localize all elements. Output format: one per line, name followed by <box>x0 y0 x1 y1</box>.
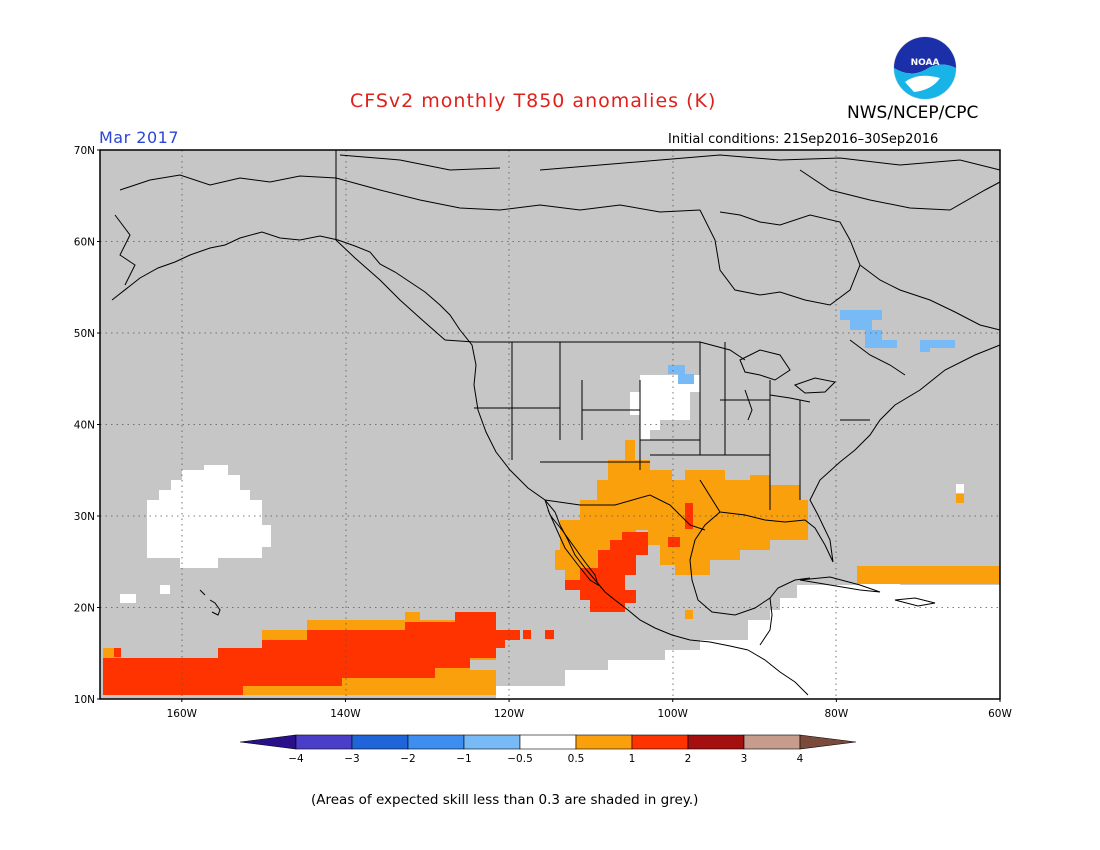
latitude-tick-label: 50N <box>74 328 95 340</box>
map-title: CFSv2 monthly T850 anomalies (K) <box>350 90 717 112</box>
colorbar-swatch <box>631 734 689 750</box>
colorbar-swatch <box>351 734 409 750</box>
colorbar-swatch <box>687 734 745 750</box>
alaska-border <box>335 150 446 341</box>
region-labrador-cool <box>920 340 955 352</box>
colorbar-tick-label: 0.5 <box>568 753 585 765</box>
baffin-island <box>799 169 1001 211</box>
colorbar-tick-label: −4 <box>288 753 304 765</box>
longitude-labels: 160W 140W 120W 100W 80W 60W <box>167 699 1012 720</box>
anomaly-cool <box>668 310 955 384</box>
latitude-labels: 70N 60N 50N 40N 30N 20N 10N <box>74 145 100 706</box>
baja-california <box>544 499 599 587</box>
anomaly-neutral-areas <box>120 375 1000 699</box>
region-pacific-itcz-warm <box>103 612 520 695</box>
latitude-tick-label: 40N <box>74 420 95 432</box>
colorbar-swatch <box>575 734 633 750</box>
region-quebec-cool <box>840 310 897 348</box>
skill-footnote: (Areas of expected skill less than 0.3 a… <box>311 792 699 808</box>
latitude-tick-label: 70N <box>74 145 95 157</box>
great-lakes <box>739 349 837 421</box>
region-small-red-patch-2 <box>545 630 554 639</box>
colorbar-swatch <box>463 734 521 750</box>
region-atlantic-warm-strip <box>857 566 1000 584</box>
valid-month-label: Mar 2017 <box>99 128 179 147</box>
hawaii <box>199 589 221 616</box>
region-northwest-mexico-warm <box>565 532 648 612</box>
longitude-tick-label: 60W <box>988 708 1012 720</box>
longitude-tick-label: 100W <box>658 708 689 720</box>
hudson-bay <box>699 209 861 306</box>
longitude-tick-label: 160W <box>167 708 198 720</box>
canada-us-border <box>444 339 906 376</box>
coastlines <box>111 150 1001 696</box>
hispaniola <box>894 597 936 607</box>
colorbar-swatch <box>295 734 353 750</box>
region-small-warm-patch <box>685 610 693 619</box>
colorbar-swatch <box>743 734 801 750</box>
colorbar-tick-label: 1 <box>629 753 636 765</box>
region-small-warm-patch-2 <box>956 494 964 503</box>
gulf-of-mexico-coast <box>719 344 1001 563</box>
region-small-pacific-patch-2 <box>160 585 170 594</box>
colorbar-tick-label: 3 <box>741 753 748 765</box>
region-small-red-patch <box>523 630 531 639</box>
colorbar-tick-label: 2 <box>685 753 692 765</box>
arctic-islands <box>339 154 1001 171</box>
alaska-coast <box>111 231 461 331</box>
mexico-us-border <box>544 494 706 531</box>
region-small-atlantic-patch <box>956 484 964 493</box>
texas-mexico-gulf-coast <box>689 511 811 616</box>
colorbar-tick-label: −0.5 <box>507 753 533 765</box>
colorbar-tick-label: −3 <box>344 753 359 765</box>
initial-conditions-label: Initial conditions: 21Sep2016–30Sep2016 <box>668 132 939 147</box>
latitude-tick-label: 10N <box>74 694 95 706</box>
colorbar-max-triangle <box>799 734 857 750</box>
region-northern-plains-cool <box>668 365 694 384</box>
latitude-tick-label: 20N <box>74 603 95 615</box>
region-small-pacific-patch <box>120 594 136 603</box>
colorbar: −4 −3 −2 −1 −0.5 0.5 1 2 3 4 <box>239 734 857 765</box>
graticule-lines <box>100 150 1000 699</box>
west-coast-us <box>459 329 749 651</box>
anomaly-warm-1-to-2 <box>103 503 693 695</box>
longitude-tick-label: 140W <box>330 708 361 720</box>
region-gulf-red-patch <box>668 537 680 547</box>
colorbar-min-triangle <box>239 734 297 750</box>
region-caribbean-neutral <box>496 575 1000 699</box>
colorbar-tick-label: −2 <box>400 753 415 765</box>
region-subtropical-north-pacific <box>147 465 271 568</box>
canada-arctic-coast <box>335 177 701 213</box>
latitude-tick-label: 60N <box>74 237 95 249</box>
alaska-north-coast <box>119 174 337 191</box>
region-small-red-patch-3 <box>114 648 121 657</box>
map-plot-area <box>99 149 1001 700</box>
noaa-logo-icon: NOAA <box>893 36 957 100</box>
agency-label: NWS/NCEP/CPC <box>847 103 979 123</box>
colorbar-tick-label: 4 <box>797 753 804 765</box>
central-america <box>747 597 809 696</box>
latitude-tick-label: 30N <box>74 511 95 523</box>
colorbar-swatch <box>519 734 577 750</box>
region-northern-plains-neutral <box>630 375 700 440</box>
colorbar-tick-label: −1 <box>456 753 471 765</box>
longitude-tick-label: 120W <box>494 708 525 720</box>
alaska-west-coast <box>114 214 136 286</box>
labrador-coast <box>859 264 1001 331</box>
cuba <box>799 576 881 593</box>
noaa-logo-text: NOAA <box>911 58 940 68</box>
longitude-tick-label: 80W <box>824 708 848 720</box>
colorbar-swatch <box>407 734 465 750</box>
